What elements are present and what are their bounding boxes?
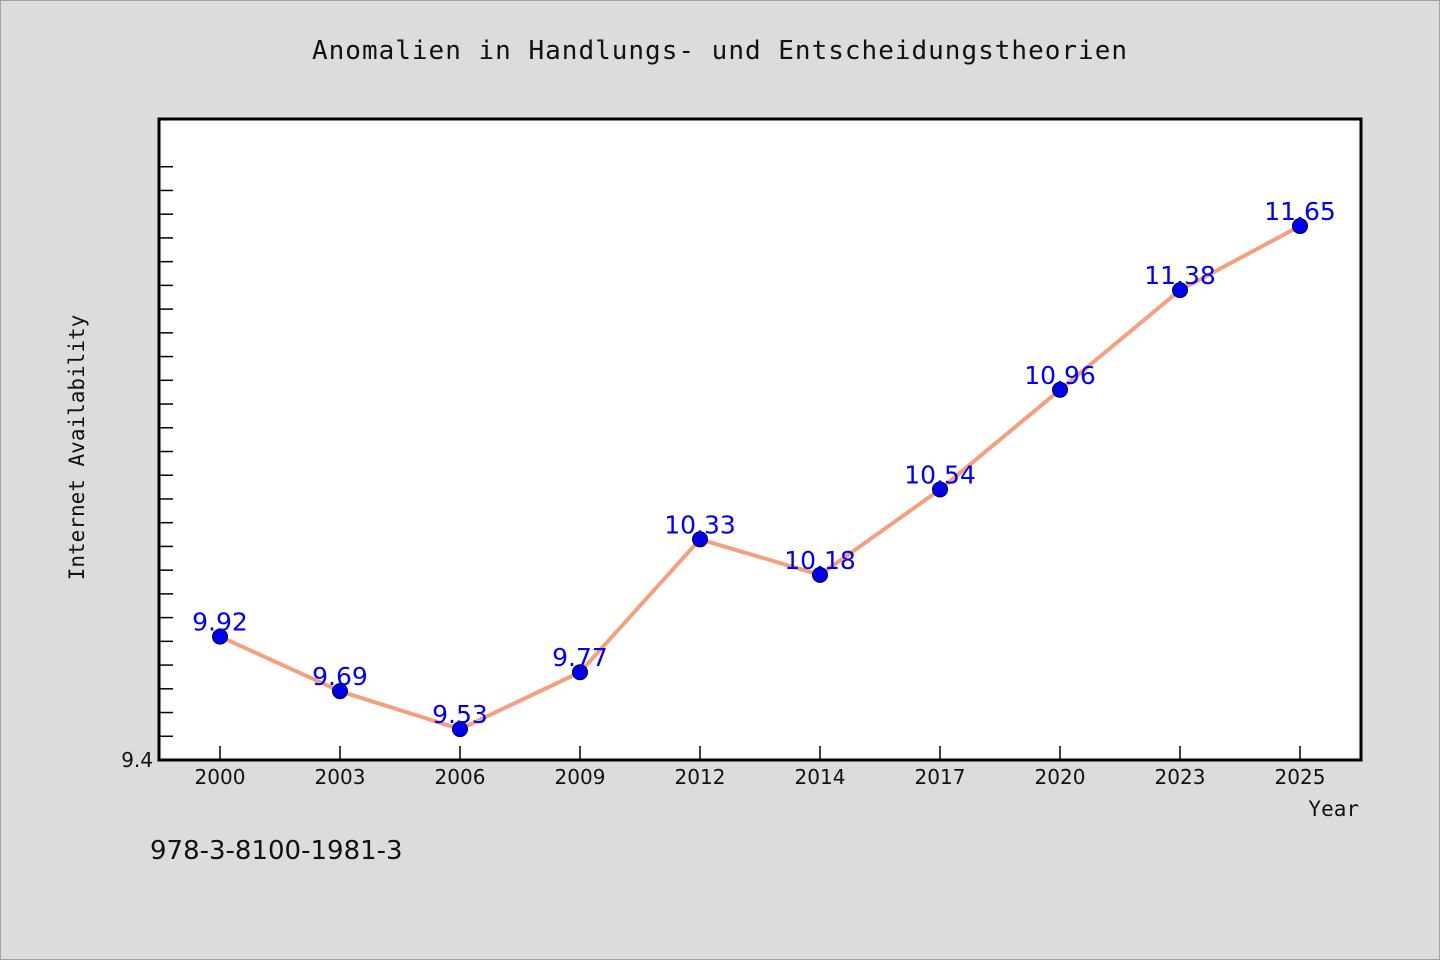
plot-area xyxy=(157,117,1363,762)
x-axis-label: Year xyxy=(1308,797,1359,821)
y-tick-label: 9.4 xyxy=(121,748,153,772)
y-axis-ticks xyxy=(159,165,173,761)
data-point-marker xyxy=(1292,218,1308,235)
x-tick-label: 2000 xyxy=(195,765,246,789)
isbn-text: 978-3-8100-1981-3 xyxy=(150,836,403,866)
x-tick-label: 2025 xyxy=(1275,765,1326,789)
x-tick-label: 2014 xyxy=(795,765,846,789)
x-tick-label: 2020 xyxy=(1035,765,1086,789)
data-label: 11.38 xyxy=(1144,261,1216,290)
data-markers xyxy=(212,218,1308,738)
x-tick-label: 2023 xyxy=(1155,765,1206,789)
data-point-marker xyxy=(572,664,588,681)
data-label: 10.33 xyxy=(664,510,736,539)
data-label: 9.69 xyxy=(312,662,368,691)
x-tick-label: 2006 xyxy=(435,765,486,789)
y-axis-label: Internet Availability xyxy=(65,315,89,581)
data-label: 10.54 xyxy=(904,460,976,489)
data-point-marker xyxy=(452,721,468,738)
data-labels: 9.92 9.69 9.53 9.77 10.33 10.18 10.54 10.96 11.3… xyxy=(192,197,1336,729)
series-line xyxy=(219,224,1301,732)
data-point-marker xyxy=(1052,381,1068,398)
data-point-marker xyxy=(812,566,828,583)
x-axis-ticks: 2000 2003 2006 2009 2012 2014 2017 2020 2023 2025 xyxy=(195,746,1326,789)
chart-title: Anomalien in Handlungs- und Entscheidung… xyxy=(311,36,1128,66)
data-label: 9.77 xyxy=(552,643,608,672)
data-point-marker xyxy=(332,683,348,700)
x-tick-label: 2017 xyxy=(915,765,966,789)
data-label: 9.53 xyxy=(432,700,488,729)
data-label: 11.65 xyxy=(1264,197,1336,226)
data-label: 10.18 xyxy=(784,546,856,575)
data-point-marker xyxy=(692,531,708,548)
data-label: 10.96 xyxy=(1024,361,1096,390)
data-point-marker xyxy=(932,481,948,498)
x-tick-label: 2012 xyxy=(675,765,726,789)
data-point-marker xyxy=(1172,282,1188,299)
data-label: 9.92 xyxy=(192,608,248,637)
x-tick-label: 2009 xyxy=(555,765,606,789)
x-tick-label: 2003 xyxy=(315,765,366,789)
data-point-marker xyxy=(212,628,228,645)
